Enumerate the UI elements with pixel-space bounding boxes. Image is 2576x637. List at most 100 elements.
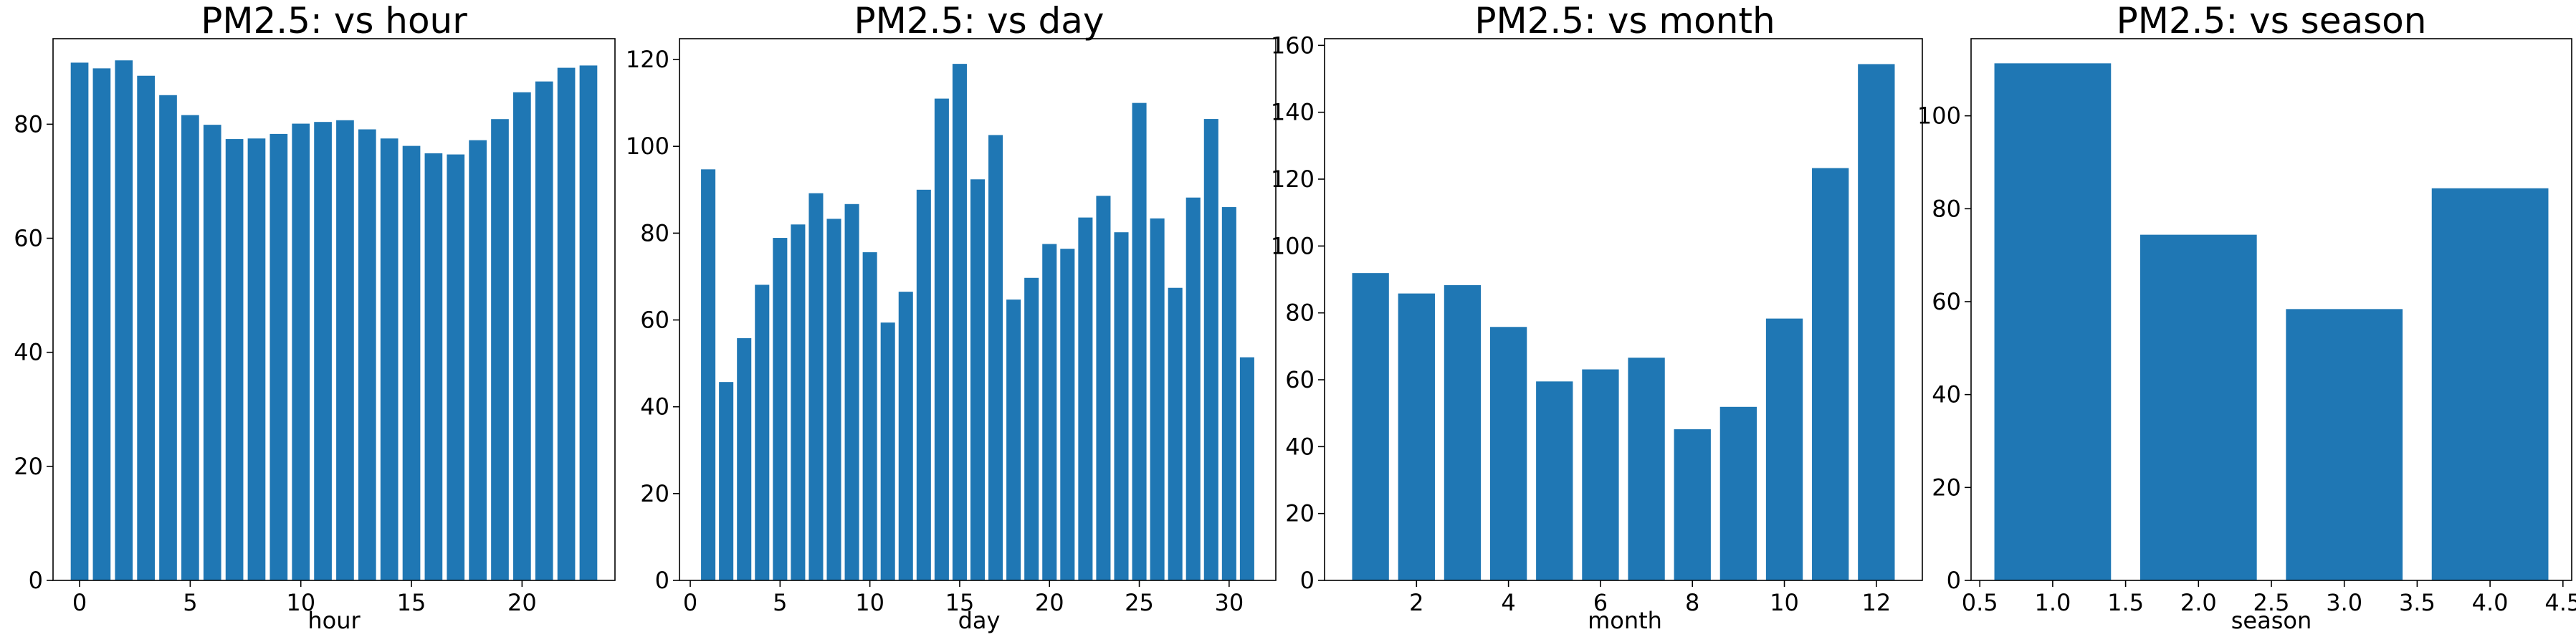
y-tick-label: 0: [1947, 567, 1961, 594]
x-tick-label: 10: [286, 589, 315, 616]
bar: [269, 133, 288, 580]
bar: [1994, 63, 2112, 581]
x-tick-label: 5: [773, 589, 787, 616]
y-tick-label: 60: [14, 225, 43, 252]
bar: [1858, 64, 1895, 581]
bar: [701, 169, 716, 581]
bar: [225, 139, 244, 580]
bar: [1006, 300, 1021, 580]
x-tick-label: 3.0: [2326, 589, 2362, 616]
bar: [491, 119, 509, 580]
y-tick-label: 20: [1285, 500, 1315, 527]
x-tick-label: 20: [507, 589, 537, 616]
bar: [898, 292, 913, 580]
y-tick-label: 80: [640, 219, 669, 246]
bar: [70, 62, 89, 581]
bar: [2286, 309, 2403, 580]
bar: [336, 120, 354, 581]
bar: [934, 98, 949, 581]
x-tick-label: 2.5: [2253, 589, 2290, 616]
bar: [424, 153, 443, 580]
y-tick-label: 80: [1285, 300, 1315, 327]
chart-title: PM2.5: vs month: [1474, 0, 1775, 42]
x-tick-label: 30: [1214, 589, 1244, 616]
bar: [1765, 318, 1803, 580]
bar: [988, 135, 1003, 581]
bar: [2431, 188, 2549, 580]
bar: [1239, 357, 1254, 580]
bar: [402, 145, 421, 581]
x-tick-label: 1.0: [2034, 589, 2071, 616]
bar: [203, 125, 221, 580]
y-tick-label: 120: [626, 46, 669, 73]
axes-frame: [52, 38, 616, 581]
x-tick-label: 0: [683, 589, 697, 616]
bar: [1168, 287, 1183, 580]
bar: [1489, 327, 1527, 580]
bar: [1096, 196, 1111, 580]
bar: [1078, 217, 1093, 580]
bar: [970, 179, 986, 580]
bar: [1398, 293, 1435, 580]
chart-panel-season: PM2.5: vs season season 0.5 1.0 1.5 2.0 2.5 3…: [1917, 0, 2576, 634]
bar: [1536, 381, 1573, 580]
bar: [469, 140, 487, 580]
bar: [880, 322, 895, 580]
bar: [1628, 358, 1665, 580]
y-tick-label: 40: [640, 393, 669, 421]
bar: [535, 81, 553, 581]
x-tick-label: 25: [1125, 589, 1154, 616]
y-tick-label: 60: [1932, 288, 1961, 315]
chart-title: PM2.5: vs day: [854, 0, 1104, 42]
bar: [1114, 232, 1129, 580]
y-tick-label: 0: [1300, 567, 1315, 594]
x-tick-label: 6: [1593, 589, 1608, 616]
y-tick-label: 100: [626, 133, 669, 160]
bar: [719, 382, 734, 580]
chart-title: PM2.5: vs hour: [201, 0, 467, 42]
y-tick-label: 20: [14, 453, 43, 480]
bar: [1674, 429, 1711, 580]
x-tick-label: 8: [1685, 589, 1699, 616]
bar: [447, 154, 465, 581]
x-tick-label: 15: [945, 589, 975, 616]
x-tick-label: 5: [183, 589, 197, 616]
bar: [557, 67, 576, 581]
x-tick-label: 4: [1501, 589, 1515, 616]
bar: [1719, 406, 1757, 580]
y-tick-label: 60: [640, 307, 669, 334]
bar: [1186, 197, 1201, 581]
x-tick-label: 0: [72, 589, 87, 616]
x-tick-label: 2.0: [2180, 589, 2217, 616]
x-axis-label: day: [958, 607, 1001, 634]
bar: [1444, 284, 1482, 580]
y-tick-label: 0: [655, 567, 669, 594]
y-tick-label: 20: [640, 480, 669, 507]
bar: [808, 193, 824, 580]
x-tick-label: 10: [855, 589, 884, 616]
bar: [1060, 249, 1075, 580]
bar: [773, 238, 788, 580]
x-tick-label: 0.5: [1962, 589, 1998, 616]
y-tick-label: 80: [1932, 195, 1961, 222]
y-tick-label: 40: [1285, 433, 1315, 460]
x-tick-label: 1.5: [2107, 589, 2144, 616]
x-tick-label: 15: [397, 589, 426, 616]
bar: [159, 95, 177, 580]
x-axis-label: hour: [307, 607, 361, 634]
y-tick-label: 0: [29, 567, 43, 594]
axes-frame: [679, 38, 1277, 581]
y-tick-label: 60: [1285, 366, 1315, 393]
bar: [1150, 218, 1165, 580]
bar: [92, 68, 111, 580]
y-tick-label: 160: [1271, 32, 1315, 59]
bar: [1042, 244, 1057, 580]
chart-title: PM2.5: vs season: [2117, 0, 2427, 42]
bar: [862, 252, 877, 580]
y-tick-label: 20: [1932, 474, 1961, 501]
x-axis-label: month: [1588, 607, 1662, 634]
bar: [1352, 273, 1389, 580]
chart-panel-day: PM2.5: vs day day 0 5 10 15 20 25 30 0 20 40 60 80 1…: [626, 0, 1277, 634]
bar: [791, 224, 806, 580]
